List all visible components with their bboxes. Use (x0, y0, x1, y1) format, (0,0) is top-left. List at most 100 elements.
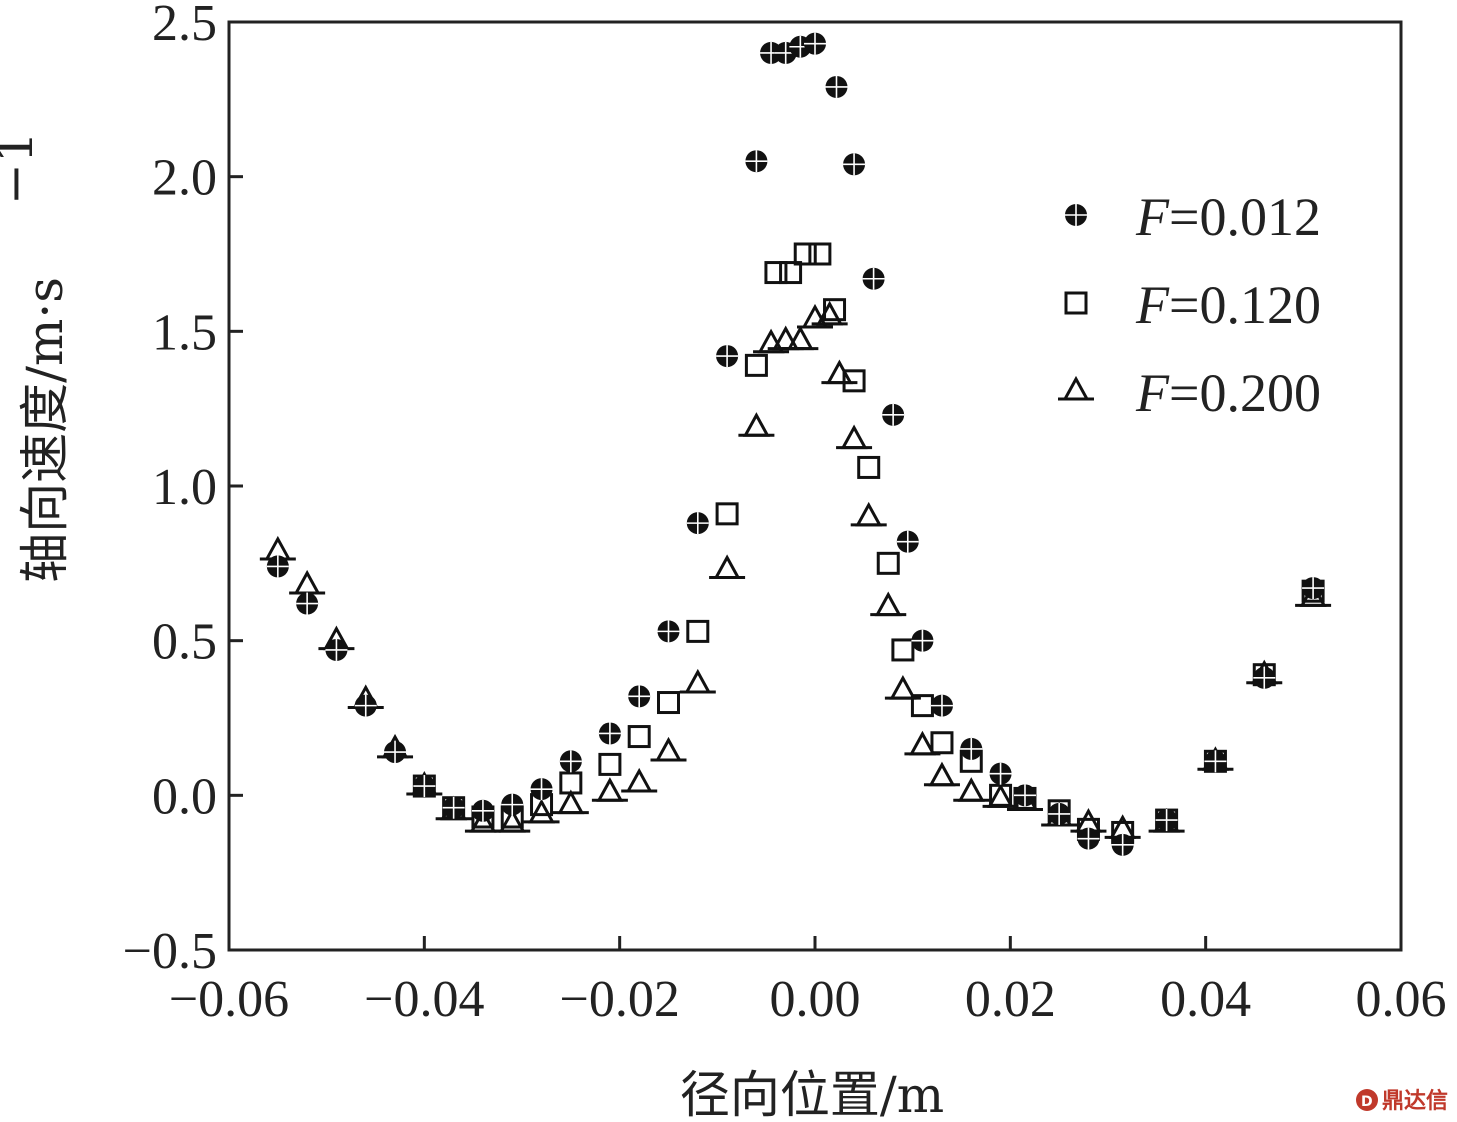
x-tick-label: 0.06 (1356, 971, 1447, 1028)
data-point (882, 403, 905, 426)
data-point (1155, 809, 1178, 832)
x-axis: −0.06 −0.04 −0.02 0.00 0.02 0.04 0.06 (169, 936, 1447, 1028)
data-point (354, 694, 377, 717)
y-tick-label: −0.5 (123, 923, 217, 980)
x-tick-label: −0.02 (560, 971, 680, 1028)
data-point (896, 530, 919, 553)
data-point (709, 554, 746, 580)
data-point (823, 298, 847, 322)
data-point (686, 512, 709, 535)
data-point (870, 591, 907, 617)
legend-marker-1 (1065, 204, 1087, 226)
legend-label: F=0.012 (1135, 187, 1321, 247)
data-point (296, 592, 319, 615)
y-tick-label: 1.5 (152, 304, 217, 361)
data-point (857, 455, 881, 479)
y-axis-title-superscript: −1 (0, 131, 44, 205)
data-point (598, 752, 622, 776)
data-point (745, 150, 768, 173)
data-point (650, 736, 687, 762)
data-point (842, 369, 866, 393)
data-point (782, 325, 819, 351)
data-point (764, 261, 788, 285)
y-axis: −0.5 0.0 0.5 1.0 1.5 2.0 2.5 (123, 0, 243, 980)
data-point (779, 261, 803, 285)
data-point (1302, 577, 1325, 600)
data-point (738, 412, 775, 437)
data-point (825, 75, 848, 98)
x-tick-label: −0.06 (169, 971, 289, 1028)
data-point (1253, 666, 1276, 689)
data-point (862, 267, 885, 290)
data-point (591, 777, 628, 802)
legend: F=0.012 F=0.120 F=0.200 (1058, 187, 1321, 423)
legend-label: F=0.120 (1135, 275, 1321, 335)
data-point (930, 694, 953, 717)
data-series (259, 32, 1332, 856)
data-point (657, 620, 680, 643)
data-point (793, 242, 817, 266)
svg-text:D: D (1361, 1094, 1373, 1110)
data-point (930, 731, 954, 755)
data-point (811, 300, 848, 326)
data-point (679, 668, 716, 694)
data-point (1111, 833, 1134, 856)
data-point (744, 353, 768, 377)
data-point (442, 796, 465, 819)
data-point (494, 808, 531, 833)
x-tick-label: 0.02 (965, 971, 1056, 1028)
data-point (821, 359, 858, 385)
data-point (960, 737, 983, 760)
y-axis-title-group: 轴向速度/m·s −1 (0, 131, 74, 583)
data-point (552, 789, 589, 815)
y-tick-label: 0.0 (152, 768, 217, 825)
data-point (289, 569, 326, 595)
data-point (804, 32, 826, 55)
data-point (923, 761, 960, 787)
plot-frame (227, 20, 1403, 952)
watermark-text: 鼎达信 (1382, 1088, 1448, 1114)
data-point (904, 730, 941, 756)
y-tick-label: 1.0 (152, 459, 217, 516)
data-point (598, 722, 621, 745)
data-point (850, 501, 887, 527)
data-point (715, 502, 739, 526)
data-point (836, 424, 873, 450)
data-point (884, 675, 921, 700)
data-point (325, 638, 348, 661)
data-point (982, 783, 1019, 808)
data-point (1204, 750, 1227, 773)
data-point (384, 741, 407, 764)
data-point (686, 619, 710, 643)
y-axis-title: 轴向速度/m·s (16, 277, 74, 583)
data-point (843, 153, 866, 176)
legend-marker-2 (1064, 291, 1088, 315)
data-point (1048, 802, 1071, 825)
y-tick-label: 0.5 (152, 614, 217, 671)
data-point (621, 767, 658, 793)
data-point (1077, 827, 1100, 850)
data-point (266, 555, 289, 578)
data-point (559, 750, 582, 773)
data-point (989, 762, 1012, 785)
data-point (891, 638, 915, 662)
watermark-logo: D 鼎达信 (1356, 1088, 1448, 1114)
series-1 (266, 32, 1325, 856)
data-point (1013, 784, 1036, 807)
x-axis-title: 径向位置/m (680, 1066, 944, 1122)
x-tick-label: 0.04 (1160, 971, 1251, 1028)
data-point (716, 345, 739, 368)
data-point (808, 242, 832, 266)
legend-marker-3 (1058, 375, 1094, 401)
x-tick-label: 0.00 (770, 971, 861, 1028)
data-point (413, 775, 436, 798)
data-point (753, 328, 790, 354)
data-point (953, 777, 990, 802)
x-tick-label: −0.04 (364, 971, 484, 1028)
data-point (523, 798, 560, 824)
y-tick-label: 2.5 (152, 0, 217, 52)
data-point (628, 685, 651, 708)
data-point (530, 778, 553, 801)
data-point (876, 551, 900, 575)
